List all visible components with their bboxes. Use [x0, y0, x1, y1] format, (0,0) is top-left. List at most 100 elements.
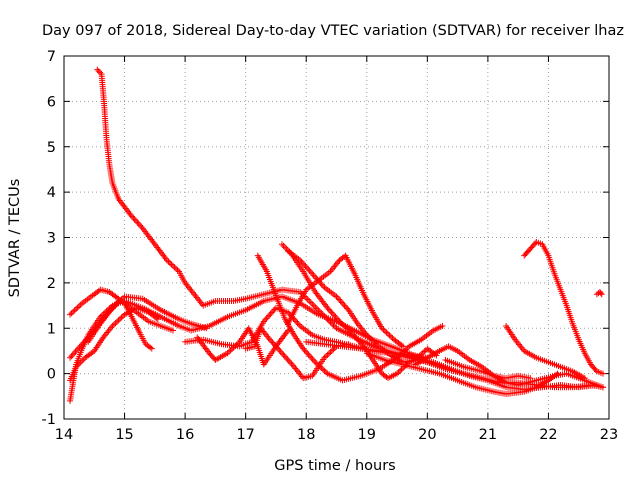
data-point	[592, 366, 599, 373]
y-tick-label: 2	[47, 276, 56, 292]
data-point	[264, 313, 271, 320]
data-point	[309, 301, 316, 308]
data-point	[338, 299, 345, 306]
data-point	[68, 353, 75, 360]
data-point	[342, 304, 349, 311]
plot-frame	[63, 55, 610, 420]
x-tick-label: 22	[539, 427, 557, 443]
series-track-6	[67, 304, 161, 384]
data-point	[294, 319, 301, 326]
data-point	[166, 260, 173, 267]
data-point	[117, 315, 124, 322]
data-point	[598, 291, 605, 298]
chart-title: Day 097 of 2018, Sidereal Day-to-day VTE…	[42, 23, 624, 39]
x-tick-label: 19	[358, 427, 376, 443]
data-point	[309, 270, 316, 277]
data-point	[381, 328, 388, 335]
data-point	[69, 351, 76, 358]
x-tick-label: 15	[115, 427, 133, 443]
data-point	[114, 299, 121, 306]
data-point	[304, 350, 311, 357]
data-point	[310, 302, 317, 309]
data-point	[285, 357, 292, 364]
data-point	[329, 310, 336, 317]
data-point	[293, 318, 300, 325]
data-point	[384, 330, 391, 337]
y-tick-label: -1	[42, 412, 56, 428]
data-point	[330, 322, 337, 329]
data-point	[68, 310, 75, 317]
data-point	[266, 312, 273, 319]
data-point	[334, 295, 341, 301]
data-point	[289, 362, 296, 369]
data-point	[307, 269, 314, 276]
data-point	[599, 370, 606, 377]
data-point	[322, 353, 329, 360]
data-point	[306, 298, 313, 305]
data-point	[268, 338, 275, 345]
series-track-15	[363, 350, 561, 398]
data-point	[271, 306, 278, 313]
series-track-5	[85, 298, 155, 352]
data-point	[597, 290, 604, 297]
data-point	[284, 356, 291, 363]
data-point	[386, 332, 393, 339]
data-point	[112, 320, 119, 327]
data-point	[115, 317, 122, 324]
x-tick-label: 23	[600, 427, 618, 443]
data-point	[67, 311, 74, 318]
data-point	[280, 242, 287, 249]
data-point	[118, 314, 125, 321]
data-point	[132, 217, 139, 224]
x-tick-label: 20	[418, 427, 436, 443]
x-tick-label: 21	[479, 427, 497, 443]
x-tick-label: 14	[55, 427, 73, 443]
data-point	[279, 350, 285, 357]
data-point	[74, 304, 81, 311]
data-point	[287, 359, 294, 366]
data-point	[341, 302, 348, 309]
data-point	[397, 367, 404, 374]
data-point	[328, 309, 335, 316]
data-point	[227, 347, 234, 354]
data-point	[527, 375, 534, 382]
data-point	[113, 318, 120, 325]
data-point	[73, 305, 80, 312]
y-tick-label: 3	[47, 231, 56, 247]
data-point	[171, 264, 178, 271]
data-point	[94, 66, 101, 73]
data-point	[72, 348, 79, 355]
series-track-17	[442, 357, 534, 382]
data-point	[439, 322, 446, 329]
data-point	[398, 366, 405, 373]
data-point	[295, 321, 302, 328]
data-point	[283, 354, 290, 361]
data-point	[308, 354, 315, 361]
data-point	[532, 240, 539, 247]
data-point	[268, 309, 275, 316]
data-point	[327, 307, 334, 314]
x-axis-label: GPS time / hours	[274, 458, 395, 474]
data-point	[282, 244, 289, 251]
data-point	[306, 353, 313, 360]
data-point	[304, 296, 311, 303]
data-point	[131, 216, 138, 223]
data-point	[135, 220, 142, 227]
series-track-19	[521, 239, 606, 377]
data-point	[71, 307, 78, 314]
x-tick-label: 17	[236, 427, 254, 443]
data-point	[148, 345, 155, 352]
data-point	[170, 327, 176, 334]
y-tick-label: 7	[47, 49, 56, 65]
data-point	[312, 359, 319, 366]
data-point	[76, 303, 83, 310]
data-point	[310, 357, 317, 364]
data-point	[324, 351, 331, 358]
x-tick-label: 18	[297, 427, 315, 443]
data-point	[267, 310, 274, 317]
x-tick-label: 16	[176, 427, 194, 443]
series-track-18	[503, 322, 588, 382]
data-point	[281, 353, 288, 360]
data-point	[307, 299, 314, 306]
y-tick-label: 0	[47, 367, 56, 383]
